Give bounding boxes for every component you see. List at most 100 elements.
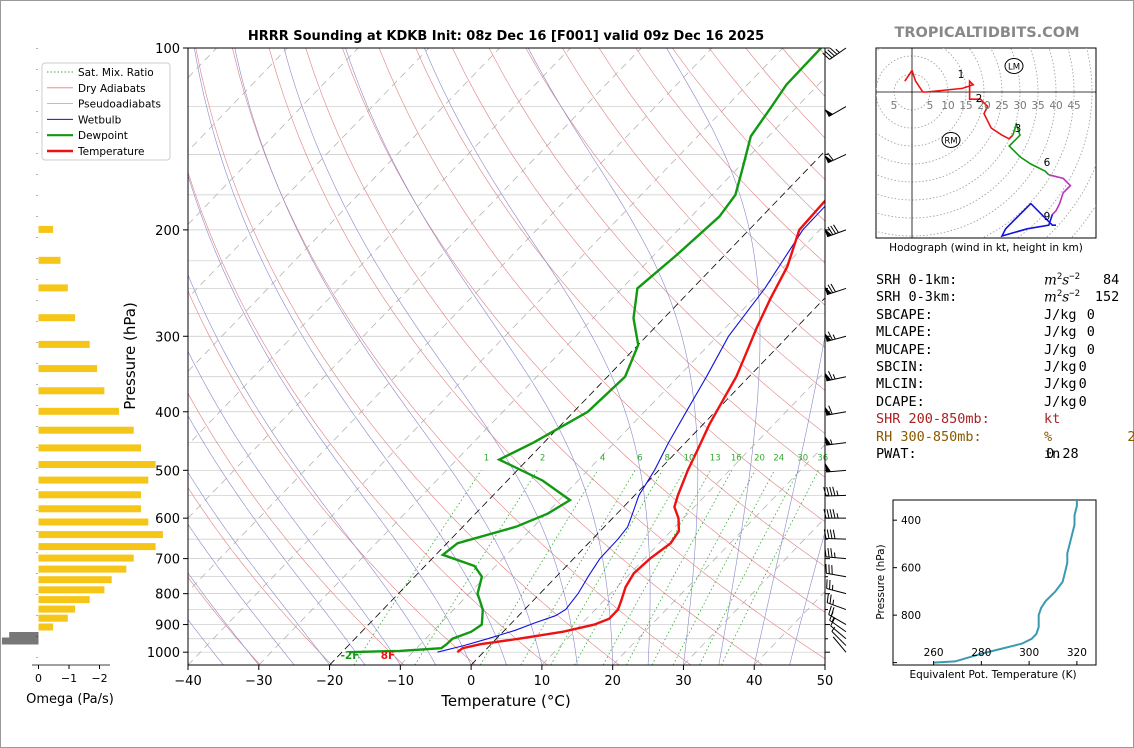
stat-row: PWAT: 0.28 in xyxy=(876,446,1079,462)
omega-tick-label: 0 xyxy=(35,672,42,685)
isotherm-line xyxy=(329,150,825,665)
wind-barb xyxy=(823,509,846,519)
stat-value: 0 xyxy=(1086,341,1095,358)
omega-bar xyxy=(38,284,68,292)
omega-bar xyxy=(38,586,105,594)
legend-label: Dry Adiabats xyxy=(78,83,146,95)
y-tick-label: 400 xyxy=(155,406,180,421)
hodograph-ring-label: 25 xyxy=(995,100,1008,112)
y-tick-label: 600 xyxy=(155,512,180,527)
omega-bar xyxy=(38,407,119,415)
mix-ratio-label: 4 xyxy=(600,453,605,463)
isotherm-line xyxy=(188,48,571,446)
skewt-axes-frame xyxy=(187,47,826,666)
x-tick-label: 20 xyxy=(604,674,621,689)
x-tick-label: 50 xyxy=(817,674,834,689)
omega-bar xyxy=(1,637,39,645)
dry-adiabat-line xyxy=(268,48,763,665)
omega-bar xyxy=(38,596,90,604)
y-tick-label: 900 xyxy=(155,619,180,634)
y-tick-label: 100 xyxy=(155,42,180,57)
omega-bar xyxy=(38,605,76,613)
dry-adiabat-line xyxy=(415,48,825,523)
omega-bar xyxy=(38,543,156,551)
y-tick-label: 800 xyxy=(155,588,180,603)
pseudoadiabat-line xyxy=(188,471,330,665)
mix-ratio-line xyxy=(626,470,733,665)
x-tick-label: 30 xyxy=(675,674,692,689)
pseudoadiabat-line xyxy=(188,174,472,665)
legend-label: Temperature xyxy=(77,146,145,158)
stat-value: 84 xyxy=(1103,272,1120,288)
hodograph-line xyxy=(1008,121,1050,176)
stat-unit: m2s−2 xyxy=(1044,289,1081,306)
skewt-y-ticks: 100 200 300 400 500 600 700 800 900 1000 xyxy=(147,42,830,661)
isotherm-line xyxy=(258,77,825,665)
wind-barb xyxy=(824,152,847,164)
y-tick-label: 700 xyxy=(155,553,180,568)
skewt-legend: Sat. Mix. Ratio Dry Adiabats Pseudoadiabat… xyxy=(41,62,171,161)
omega-bar xyxy=(38,476,149,484)
stat-label: SRH 0-1km: xyxy=(876,272,958,288)
stat-label: SHR 200-850mb: xyxy=(876,411,990,428)
dry-adiabat-line xyxy=(525,48,825,391)
mix-ratio-line xyxy=(574,470,685,665)
stat-value: 152 xyxy=(1094,289,1120,306)
dry-adiabat-line xyxy=(188,576,261,665)
stat-row: MLCAPE: 0 J/kg xyxy=(876,324,1095,340)
pseudoadiabat-line xyxy=(188,274,436,665)
thetae-y-tick-label: 800 xyxy=(901,610,921,622)
mix-ratio-line xyxy=(520,470,636,665)
wind-barb xyxy=(824,370,847,382)
y-tick-label: 200 xyxy=(155,224,180,239)
hodograph-ring-label: 35 xyxy=(1031,100,1044,112)
isotherm-line xyxy=(188,48,713,593)
wind-barb xyxy=(824,224,847,238)
dry-adiabat-line xyxy=(562,48,825,348)
mix-ratio-label: 30 xyxy=(797,453,808,463)
hodograph-height-label: 1 xyxy=(958,69,965,81)
wind-barb xyxy=(824,106,847,117)
mix-ratio-line xyxy=(414,470,538,665)
stat-unit: % xyxy=(1044,428,1053,445)
dry-adiabat-line xyxy=(488,48,825,434)
wind-barb xyxy=(824,405,847,416)
omega-panel: 0 −1 −2 Omega (Pa/s) xyxy=(1,48,163,707)
mix-ratio-label: 24 xyxy=(773,453,784,463)
skewt-y-axis-label: Pressure (hPa) xyxy=(121,302,139,410)
hodograph-ring-label: 5 xyxy=(927,100,934,112)
wind-barb xyxy=(831,626,847,646)
thetae-y-tick-label: 400 xyxy=(901,515,921,527)
stat-label: MLCIN: xyxy=(876,376,925,393)
chart-title: HRRR Sounding at KDKB Init: 08z Dec 16 [… xyxy=(248,29,764,44)
stat-row: SBCAPE: 0 J/kg xyxy=(876,307,1095,323)
omega-bar xyxy=(38,256,61,264)
dry-adiabat-line xyxy=(598,48,825,306)
omega-bar xyxy=(38,576,112,584)
omega-bar xyxy=(38,387,105,395)
omega-bar xyxy=(38,505,141,513)
hodograph-line xyxy=(904,68,1014,140)
mix-ratio-line xyxy=(699,470,799,665)
stat-value: 0 xyxy=(1086,306,1095,323)
stat-unit: J/kg xyxy=(1044,341,1077,358)
mix-ratio-line xyxy=(672,470,775,665)
legend-label: Pseudoadiabats xyxy=(78,99,161,111)
wind-barb xyxy=(832,636,847,653)
stat-label: PWAT: xyxy=(876,446,917,462)
hodograph-height-label: 6 xyxy=(1044,157,1051,169)
x-tick-label: −10 xyxy=(387,674,414,689)
omega-bar xyxy=(38,623,54,631)
mix-ratio-line xyxy=(550,470,663,665)
hodograph-ring-label: 40 xyxy=(1049,100,1062,112)
stat-unit: kt xyxy=(1044,411,1061,428)
pseudoadiabat-line xyxy=(188,619,224,665)
hodograph-ring-label: 15 xyxy=(959,100,972,112)
thetae-y-axis-label: Pressure (hPa) xyxy=(875,544,887,619)
wind-barb xyxy=(825,463,847,473)
pseudoadiabat-line xyxy=(188,523,295,665)
omega-bar xyxy=(9,632,39,639)
wind-barb xyxy=(824,547,847,560)
stat-unit: in xyxy=(1044,446,1061,462)
thetae-x-tick-label: 280 xyxy=(971,647,991,659)
